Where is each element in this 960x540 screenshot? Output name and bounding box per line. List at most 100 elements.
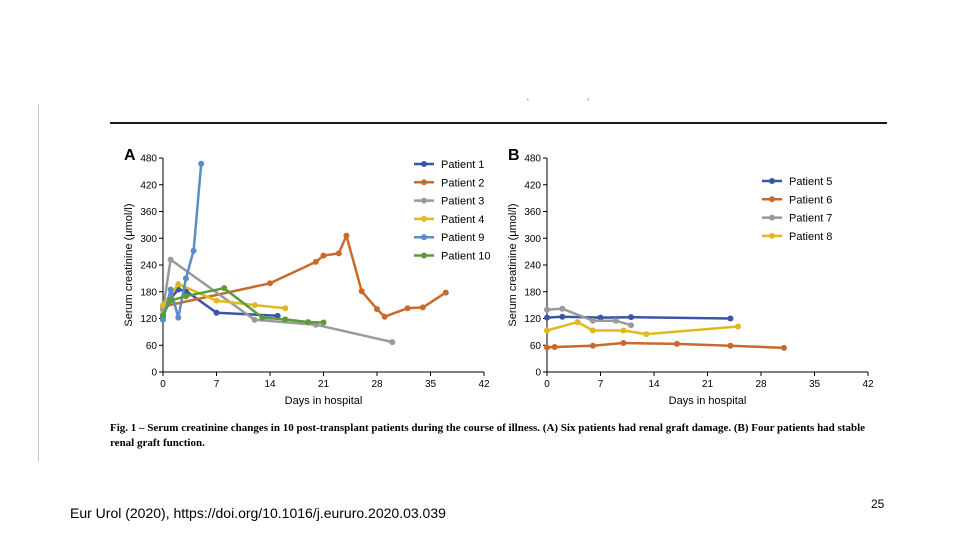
x-tick-label: 0 bbox=[544, 379, 550, 390]
data-point-patient-6 bbox=[673, 340, 680, 347]
y-tick-label: 180 bbox=[524, 287, 541, 298]
data-point-patient-2 bbox=[335, 250, 342, 257]
legend-marker-patient-5 bbox=[769, 178, 775, 184]
y-tick-label: 480 bbox=[140, 154, 157, 165]
top-marks: ' ' bbox=[527, 97, 617, 107]
data-point-patient-2 bbox=[419, 304, 426, 311]
data-point-patient-6 bbox=[551, 344, 558, 351]
data-point-patient-4 bbox=[175, 281, 182, 288]
caption-rest: (A) Six patients had renal graft damage.… bbox=[110, 422, 866, 449]
x-axis-title: Days in hospital bbox=[669, 395, 747, 407]
data-point-patient-8 bbox=[620, 327, 627, 334]
data-point-patient-2 bbox=[358, 288, 365, 295]
legend-label-patient-6: Patient 6 bbox=[789, 194, 832, 206]
data-point-patient-9 bbox=[160, 316, 166, 323]
legend-label-patient-4: Patient 4 bbox=[441, 214, 484, 226]
y-tick-label: 60 bbox=[146, 341, 158, 352]
legend-label-patient-5: Patient 5 bbox=[789, 176, 832, 188]
data-point-patient-8 bbox=[589, 327, 596, 334]
legend-label-patient-7: Patient 7 bbox=[789, 213, 832, 225]
data-point-patient-10 bbox=[282, 316, 289, 323]
data-point-patient-2 bbox=[374, 306, 380, 313]
legend-marker-patient-3 bbox=[421, 197, 427, 204]
data-point-patient-10 bbox=[167, 297, 174, 304]
data-point-patient-3 bbox=[389, 339, 396, 346]
data-point-patient-5 bbox=[727, 315, 734, 322]
y-tick-label: 360 bbox=[140, 207, 157, 218]
data-point-patient-5 bbox=[559, 313, 566, 320]
series-line-patient-6 bbox=[545, 341, 786, 350]
legend-marker-patient-10 bbox=[421, 252, 427, 259]
page-number: 25 bbox=[871, 497, 885, 511]
x-tick-label: 21 bbox=[702, 379, 714, 390]
data-point-patient-8 bbox=[735, 323, 742, 330]
data-point-patient-7 bbox=[559, 305, 566, 312]
data-point-patient-9 bbox=[198, 160, 205, 167]
y-axis-title: Serum creatinine (μmol/l) bbox=[507, 203, 519, 326]
legend-marker-patient-6 bbox=[769, 196, 775, 203]
x-tick-label: 35 bbox=[425, 379, 437, 390]
data-point-patient-5 bbox=[544, 314, 550, 321]
chart-panel-b: B 0 60 120 180 240 300 360 420 480 0 7 14 21 28 35 42 Day… bbox=[507, 147, 874, 407]
x-tick-label: 28 bbox=[371, 379, 383, 390]
series-line-patient-3 bbox=[161, 258, 394, 344]
data-point-patient-4 bbox=[251, 302, 258, 309]
chart-panel-a: A 0 60 120 180 240 300 360 420 480 0 7 14 21 28 35 42 Day… bbox=[123, 147, 491, 407]
legend-marker-patient-4 bbox=[421, 215, 427, 222]
y-tick-label: 0 bbox=[151, 368, 157, 379]
legend-label-patient-1: Patient 1 bbox=[441, 159, 484, 171]
data-point-patient-2 bbox=[312, 258, 319, 265]
legend-marker-patient-1 bbox=[421, 161, 427, 167]
figure-top-rule bbox=[110, 122, 887, 124]
x-tick-label: 0 bbox=[160, 379, 166, 390]
data-point-patient-10 bbox=[182, 293, 189, 300]
x-tick-label: 42 bbox=[862, 379, 874, 390]
x-tick-label: 7 bbox=[214, 379, 220, 390]
data-point-patient-2 bbox=[343, 232, 350, 239]
data-point-patient-4 bbox=[160, 302, 166, 309]
panel-letter-a: A bbox=[124, 147, 136, 164]
data-point-patient-2 bbox=[381, 313, 388, 320]
left-divider bbox=[38, 104, 39, 462]
legend-marker-patient-8 bbox=[769, 232, 775, 239]
y-tick-label: 120 bbox=[524, 314, 541, 325]
x-axis-title: Days in hospital bbox=[285, 395, 363, 407]
data-point-patient-9 bbox=[182, 275, 189, 282]
data-point-patient-3 bbox=[167, 256, 174, 263]
data-point-patient-9 bbox=[190, 247, 197, 254]
data-point-patient-1 bbox=[213, 309, 220, 316]
y-tick-label: 360 bbox=[524, 207, 541, 218]
data-point-patient-10 bbox=[259, 314, 266, 321]
data-point-patient-7 bbox=[628, 322, 635, 329]
y-tick-label: 180 bbox=[140, 287, 157, 298]
x-tick-label: 42 bbox=[478, 379, 490, 390]
y-tick-label: 240 bbox=[524, 261, 541, 272]
data-point-patient-5 bbox=[628, 314, 635, 321]
citation-source: Eur Urol (2020), https://doi.org/10.1016… bbox=[70, 505, 446, 521]
legend-marker-patient-9 bbox=[421, 234, 427, 241]
series-line-patient-8 bbox=[545, 320, 740, 336]
y-axis-title: Serum creatinine (μmol/l) bbox=[123, 203, 135, 326]
y-tick-label: 0 bbox=[535, 368, 541, 379]
y-tick-label: 420 bbox=[524, 180, 541, 191]
y-tick-label: 120 bbox=[140, 314, 157, 325]
legend-label-patient-8: Patient 8 bbox=[789, 231, 832, 243]
y-tick-label: 60 bbox=[530, 341, 542, 352]
x-tick-label: 14 bbox=[648, 379, 660, 390]
data-point-patient-7 bbox=[589, 317, 596, 324]
legend-label-patient-2: Patient 2 bbox=[441, 177, 484, 189]
legend-label-patient-3: Patient 3 bbox=[441, 196, 484, 208]
data-point-patient-9 bbox=[175, 314, 182, 321]
legend-label-patient-10: Patient 10 bbox=[441, 251, 491, 263]
x-tick-label: 21 bbox=[318, 379, 330, 390]
figure-caption: Fig. 1 – Serum creatinine changes in 10 … bbox=[110, 421, 890, 451]
y-tick-label: 300 bbox=[140, 234, 157, 245]
caption-lead: Fig. 1 – Serum creatinine changes in 10 … bbox=[110, 422, 541, 434]
x-tick-label: 14 bbox=[264, 379, 276, 390]
y-tick-label: 420 bbox=[140, 180, 157, 191]
y-tick-label: 480 bbox=[524, 154, 541, 165]
data-point-patient-10 bbox=[221, 285, 228, 292]
data-point-patient-8 bbox=[574, 319, 581, 326]
data-point-patient-10 bbox=[305, 319, 312, 326]
